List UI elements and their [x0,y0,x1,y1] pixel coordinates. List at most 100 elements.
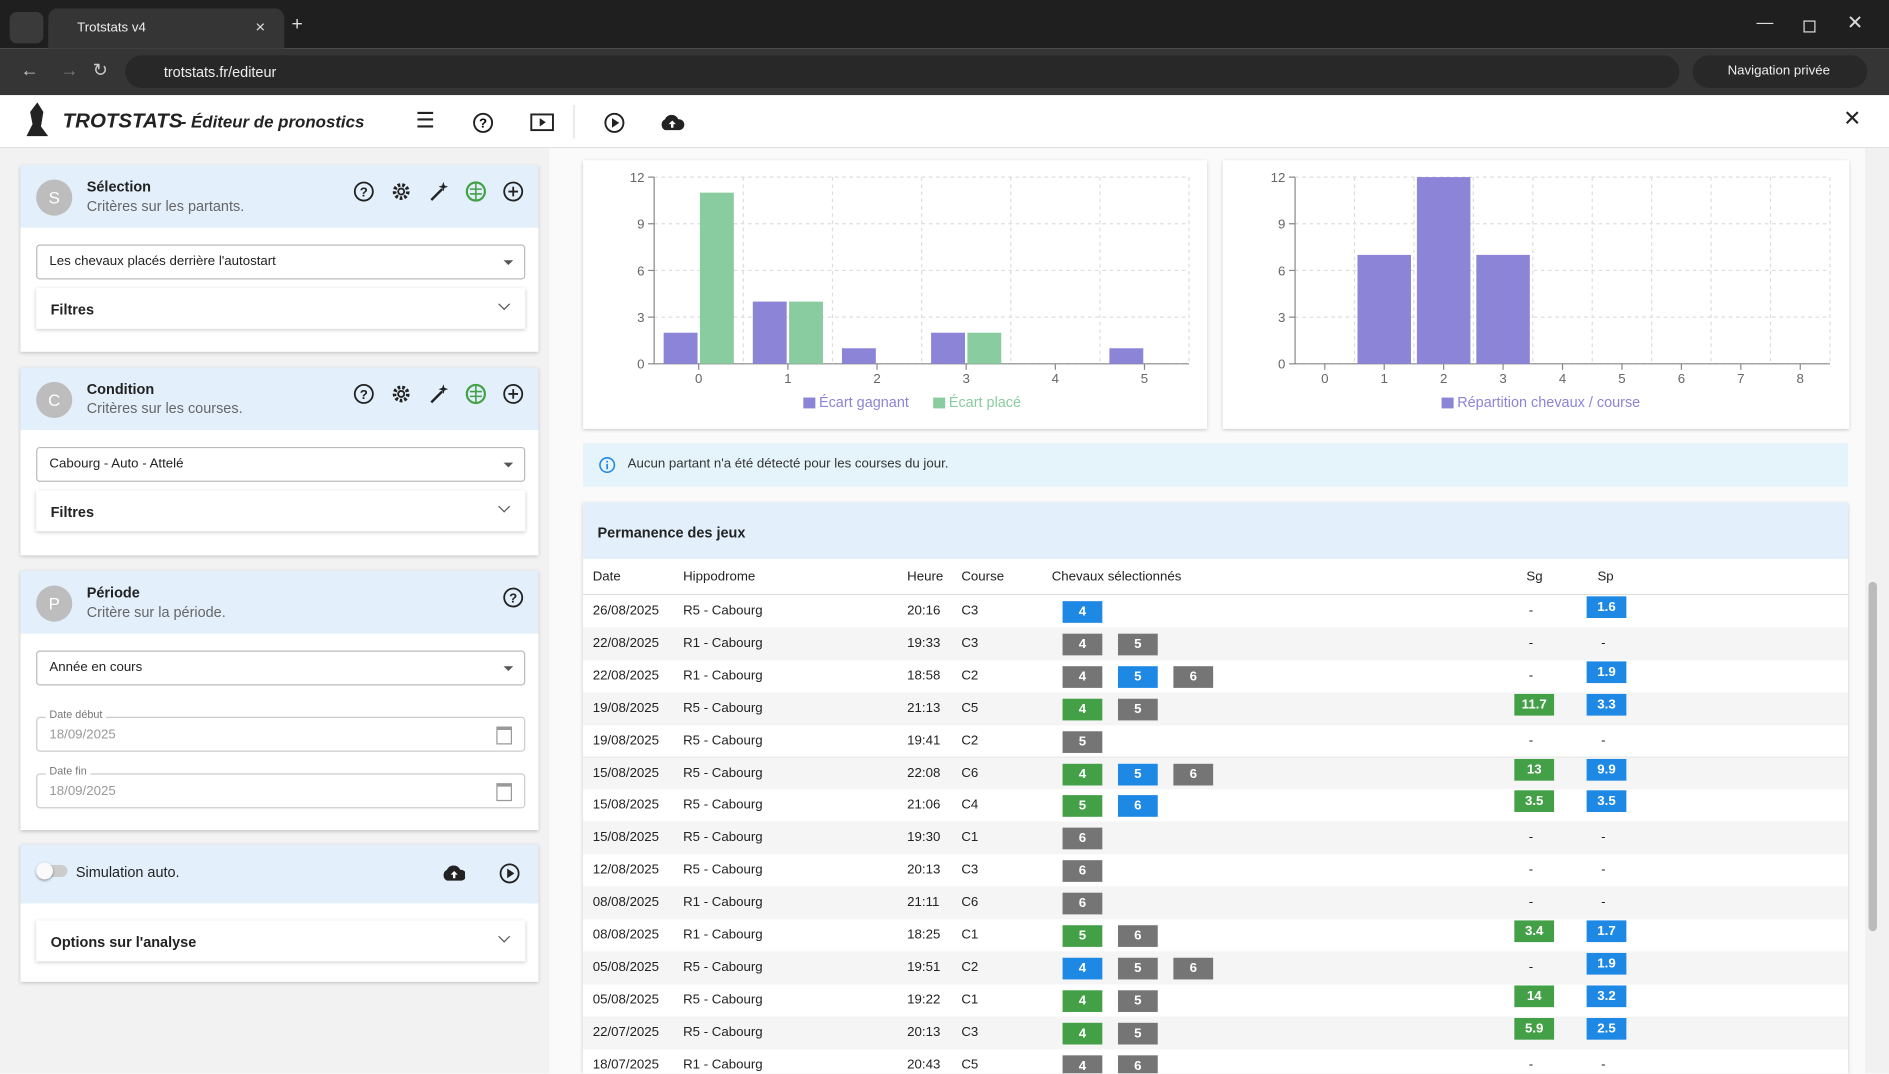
badge: 3.4 [1514,920,1555,943]
play-button[interactable] [604,112,626,134]
panel-card: P Période Critère sur la période.? Année en… [20,571,539,831]
play-icon[interactable] [499,863,521,885]
x-tick-label: 5 [1618,371,1625,386]
x-tick-label: 7 [1737,371,1744,386]
badge: 6 [1117,1054,1158,1074]
options-expander[interactable]: Options sur l'analyse [36,920,526,962]
gear-icon[interactable] [390,383,412,405]
badge: 11.7 [1514,693,1555,716]
date-field[interactable]: 18/09/2025 [36,716,526,752]
badge: 1.7 [1586,920,1627,943]
scroll-thumb[interactable] [1868,581,1877,932]
close-window[interactable]: ✕ [1846,13,1863,34]
reload[interactable]: ↻ [92,60,108,81]
x-tick-label: 8 [1797,371,1804,386]
filters-label: Filtres [50,301,94,319]
calendar-icon[interactable] [496,726,513,745]
wand-icon[interactable] [428,181,450,203]
y-tick-label: 12 [1271,170,1286,185]
help-button[interactable]: ? [472,112,494,134]
cell-sg: - [1528,830,1534,845]
select-value: Les chevaux placés derrière l'autostart [49,254,276,269]
cell-date: 26/08/2025 [592,603,660,619]
app-header: TROTSTATS - Éditeur de pronostics ☰ ? ✕ [0,95,1889,149]
column-header: Chevaux sélectionnés [1051,569,1182,585]
close-editor[interactable]: ✕ [1843,106,1862,131]
cell-hippodrome: R5 - Cabourg [683,1024,763,1040]
table-row: 08/08/2025 R1 - Cabourg 18:25 C1 5 6 3.4 1.7 [583,919,1849,953]
brain-icon[interactable] [465,181,487,203]
bar [967,332,1002,364]
menu-button[interactable]: ☰ [415,108,436,133]
maximize[interactable] [1803,20,1816,33]
minimize[interactable]: — [1756,12,1774,32]
table-row: 12/08/2025 R5 - Cabourg 20:13 C3 6 - - [583,854,1849,888]
table-title: Permanence des jeux [597,524,746,541]
upload-button[interactable] [659,113,686,132]
legend-swatch [1441,397,1454,409]
url-bar[interactable]: trotstats.fr/editeur [125,55,1680,88]
cell-hippodrome: R1 - Cabourg [683,668,763,683]
table-row: 15/08/2025 R5 - Cabourg 21:06 C4 5 6 3.5 3.5 [583,789,1849,824]
new-tab[interactable]: + [291,14,303,35]
table-row: 15/08/2025 R5 - Cabourg 19:30 C1 6 - - [583,821,1849,856]
panel-card: C Condition Critères sur les courses.? Cabo… [20,367,539,556]
tab[interactable]: Trotstats v4 × [48,8,285,49]
brain-icon[interactable] [465,383,487,405]
svg-text:?: ? [479,116,487,131]
filters-expander[interactable]: Filtres [36,287,526,329]
logo [26,102,49,137]
column-header: Course [961,569,1005,585]
cell-hippodrome: R1 - Cabourg [683,895,763,910]
forward[interactable]: → [60,60,79,81]
upload-icon[interactable] [441,864,466,883]
badge: 4 [1062,1054,1103,1074]
info-icon [599,457,616,474]
tab-close[interactable]: × [255,16,266,37]
panel-subtitle: Critère sur la période. [86,603,226,621]
select[interactable]: Année en cours [36,650,526,686]
select[interactable]: Les chevaux placés derrière l'autostart [36,244,526,280]
tab-menu[interactable] [9,12,44,44]
badge: 6 [1117,795,1158,818]
x-tick-label: 4 [1052,371,1059,386]
gear-icon[interactable] [390,181,412,203]
x-tick-label: 3 [1499,371,1506,386]
cell-heure: 21:11 [907,895,940,910]
cell-heure: 20:13 [907,862,941,878]
cell-heure: 19:51 [907,960,941,975]
filters-expander[interactable]: Filtres [36,490,526,532]
add-icon[interactable] [502,181,524,203]
avatar: P [36,585,73,622]
badge: 5 [1117,665,1158,688]
cell-hippodrome: R5 - Cabourg [683,960,763,975]
cell-sp: - [1601,862,1606,878]
help-icon[interactable]: ? [353,181,375,203]
badge: 3.2 [1586,985,1627,1007]
calendar-icon[interactable] [496,783,513,802]
select[interactable]: Cabourg - Auto - Attelé [36,446,526,482]
column-header: Sg [1526,569,1543,585]
wand-icon[interactable] [428,383,450,405]
simulation-card: Simulation auto. Options sur l'analyse [20,844,539,982]
cell-course: C2 [961,668,979,683]
add-icon[interactable] [502,383,524,405]
date-field[interactable]: 18/09/2025 [36,773,526,809]
help-icon[interactable]: ? [502,587,524,609]
back[interactable]: ← [20,60,39,81]
cell-date: 08/08/2025 [592,927,660,943]
badge: 5 [1062,795,1103,818]
cell-date: 22/07/2025 [592,1024,660,1040]
video-button[interactable] [530,113,554,132]
toggle[interactable] [36,862,68,880]
cell-hippodrome: R1 - Cabourg [683,1057,763,1072]
url: trotstats.fr/editeur [163,63,277,81]
help-icon[interactable]: ? [353,383,375,405]
table-row: 19/08/2025 R5 - Cabourg 21:13 C5 4 5 11.7 3.3 [583,692,1849,726]
badge: 3.5 [1514,790,1555,813]
column-header: Date [592,569,621,585]
private-badge[interactable]: Navigation privée [1692,55,1868,88]
chart-card [583,160,1208,429]
